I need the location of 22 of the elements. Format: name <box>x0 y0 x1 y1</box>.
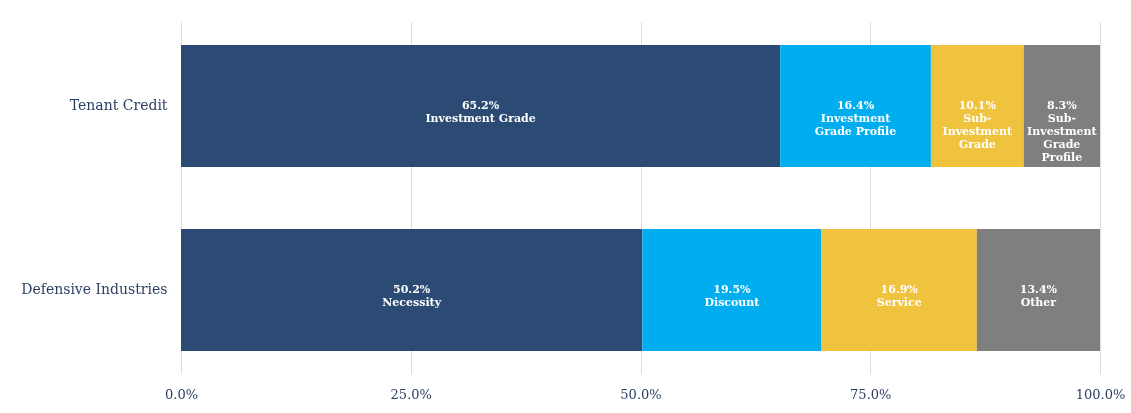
y-tick-label: Defensive Industries <box>21 281 168 297</box>
data-label: 65.2% Investment Grade <box>425 99 536 125</box>
bar <box>930 45 1024 167</box>
x-tick-label: 25.0% <box>390 386 432 402</box>
bar <box>780 45 931 167</box>
bar <box>976 229 1100 351</box>
data-label: 16.9% Service <box>876 283 922 309</box>
data-label: 13.4% Other <box>1019 283 1058 309</box>
bar <box>642 229 822 351</box>
data-label: 16.4% Investment Grade Profile <box>814 99 897 138</box>
bar <box>181 229 643 351</box>
data-label: 19.5% Discount <box>704 283 761 309</box>
data-label: 50.2% Necessity <box>382 283 442 309</box>
x-tick-label: 75.0% <box>850 386 892 402</box>
x-tick-label: 0.0% <box>164 386 199 402</box>
y-tick-label: Tenant Credit <box>69 97 168 113</box>
data-label: 8.3% Sub- Investment Grade Profile <box>1027 99 1098 164</box>
data-label: 10.1% Sub- Investment Grade <box>942 99 1013 151</box>
bar <box>181 45 781 167</box>
x-tick-label: 100.0% <box>1075 386 1126 402</box>
bar <box>821 229 977 351</box>
x-tick-label: 50.0% <box>620 386 662 402</box>
